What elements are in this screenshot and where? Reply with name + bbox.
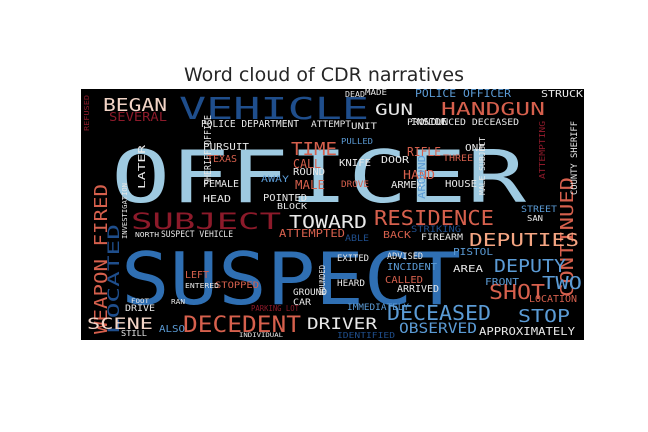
chart-title: Word cloud of CDR narratives	[183, 64, 465, 86]
cloud-word-dead: DEAD	[345, 90, 365, 99]
cloud-word-hand: HAND	[403, 168, 435, 182]
cloud-word-texas: TEXAS	[207, 154, 237, 165]
cloud-word-weapon-fired: WEAPON FIRED	[91, 184, 112, 334]
cloud-word-deceased: DECEASED	[387, 301, 491, 325]
cloud-word-suspect: SUSPECT	[121, 237, 461, 321]
cloud-word-shot: SHOT	[489, 280, 545, 304]
cloud-word-heard: HEARD	[337, 279, 365, 289]
cloud-word-knife: KNIFE	[339, 158, 371, 169]
cloud-word-advised: ADVISED	[387, 252, 423, 262]
cloud-word-county-sheriff: COUNTY SHERIFF	[570, 121, 580, 195]
cloud-word-scene: SCENE	[87, 314, 153, 333]
cloud-word-stopped: STOPPED	[215, 281, 259, 291]
cloud-word-located: LOCATED	[104, 224, 123, 334]
cloud-word-call: CALL	[293, 157, 321, 171]
cloud-word-striking: STRIKING	[411, 225, 461, 235]
cloud-word-pointed: POINTED	[263, 193, 307, 204]
cloud-word-stop: STOP	[518, 306, 570, 327]
cloud-word-car: CAR	[293, 298, 312, 308]
cloud-word-called: CALLED	[385, 275, 423, 286]
cloud-word-officer: OFFICER	[111, 135, 527, 219]
cloud-word-attempt: ATTEMPT	[311, 120, 352, 130]
cloud-word-attempting: ATTEMPTING	[538, 121, 547, 179]
cloud-word-unit: UNIT	[351, 122, 378, 132]
cloud-word-immediately: IMMEDIATELY	[347, 303, 410, 313]
cloud-word-san: SAN	[527, 214, 543, 223]
cloud-word-handgun: HANDGUN	[441, 99, 545, 120]
cloud-word-time: TIME	[291, 139, 337, 160]
cloud-word-continued: CONTINUED	[557, 177, 578, 297]
cloud-word-able: ABLE	[345, 234, 369, 244]
cloud-word-round: ROUND	[293, 167, 325, 178]
cloud-word-male-subject: MALE SUBJECT	[478, 137, 487, 195]
cloud-word-armed: ARMED	[391, 180, 423, 191]
cloud-word-made: MADE	[365, 89, 387, 97]
cloud-word-also: ALSO	[159, 324, 185, 335]
cloud-word-three: THREE	[443, 154, 473, 164]
cloud-word-two: TWO	[542, 273, 582, 294]
cloud-word-pursuit: PURSUIT	[203, 142, 249, 153]
cloud-word-area: AREA	[453, 264, 483, 275]
cloud-word-rifle: RIFLE	[407, 145, 441, 159]
cloud-word-front: FRONT	[485, 277, 519, 288]
cloud-word-driver: DRIVER	[307, 314, 377, 333]
cloud-word-arrived: ARRIVED	[397, 284, 439, 295]
cloud-word-around: AROUND	[417, 155, 428, 199]
cloud-word-toward: TOWARD	[289, 212, 367, 233]
cloud-word-identified: IDENTIFIED	[337, 331, 395, 340]
cloud-word-individual: INDIVIDUAL	[239, 332, 283, 339]
cloud-word-suspect-vehicle: SUSPECT VEHICLE	[161, 230, 233, 240]
cloud-word-pistol: PISTOL	[453, 247, 493, 258]
cloud-word-several: SEVERAL	[109, 110, 167, 124]
cloud-word-male: MALE	[295, 178, 325, 192]
cloud-word-vehicle: VEHICLE	[179, 92, 369, 127]
cloud-word-exited: EXITED	[337, 254, 369, 264]
cloud-word-ran: RAN	[171, 298, 185, 306]
cloud-word-one: ONE	[465, 143, 485, 154]
cloud-word-left: LEFT	[185, 270, 209, 281]
cloud-word-investigation: INVESTIGATION	[121, 183, 129, 239]
cloud-word-wounded: WOUNDED	[318, 265, 327, 295]
cloud-word-police-department: POLICE DEPARTMENT	[201, 119, 299, 130]
cloud-word-observed: OBSERVED	[399, 321, 477, 337]
cloud-word-incident: INCIDENT	[387, 262, 437, 273]
cloud-word-residence: RESIDENCE	[374, 206, 494, 230]
cloud-word-drove: DROVE	[341, 180, 369, 190]
cloud-word-location: LOCATION	[529, 294, 577, 305]
cloud-word-firearm: FIREARM	[421, 233, 464, 243]
cloud-word-pronounced-deceased: PRONOUNCED DECEASED	[407, 118, 519, 128]
cloud-word-entered: ENTERED	[185, 282, 219, 290]
cloud-word-ground: GROUND	[293, 288, 327, 298]
cloud-word-block: BLOCK	[277, 202, 307, 211]
cloud-word-house: HOUSE	[445, 179, 477, 190]
cloud-word-sheriff-office: SHERIFF OFFICE	[203, 115, 214, 185]
cloud-word-foot: FOOT	[131, 298, 149, 305]
cloud-word-subject: SUBJECT	[131, 210, 281, 235]
cloud-word-head: HEAD	[203, 194, 231, 205]
word-cloud: OFFICER SUSPECT VEHICLE SUBJECT RESIDENCE WEA…	[81, 89, 584, 340]
cloud-word-door: DOOR	[381, 155, 410, 166]
cloud-word-north: NORTH	[135, 231, 159, 239]
word-cloud-canvas: OFFICER SUSPECT VEHICLE SUBJECT RESIDENCE WEA…	[83, 89, 583, 340]
cloud-word-pulled: PULLED	[341, 137, 373, 146]
cloud-word-attempted: ATTEMPTED	[279, 227, 345, 240]
cloud-word-still: STILL	[121, 329, 147, 338]
cloud-word-deputies: DEPUTIES	[469, 230, 579, 251]
cloud-word-deputy: DEPUTY	[494, 256, 566, 277]
cloud-word-decedent: DECEDENT	[183, 313, 301, 338]
cloud-word-away: AWAY	[261, 175, 290, 185]
cloud-word-street: STREET	[521, 205, 558, 215]
cloud-word-female: FEMALE	[203, 179, 239, 190]
cloud-word-struck: STRUCK	[541, 89, 583, 100]
cloud-word-began: BEGAN	[103, 95, 167, 116]
cloud-word-police-officer: POLICE OFFICER	[415, 89, 511, 100]
cloud-word-parking-lot: PARKING LOT	[251, 304, 299, 313]
cloud-word-inside: INSIDE	[411, 117, 447, 128]
cloud-word-drive: DRIVE	[125, 304, 155, 314]
cloud-word-approximately: APPROXIMATELY	[479, 325, 575, 338]
cloud-word-later: LATER	[137, 144, 148, 189]
cloud-word-back: BACK	[383, 230, 411, 241]
cloud-word-gun: GUN	[375, 100, 413, 119]
cloud-word-refused: REFUSED	[83, 95, 91, 131]
